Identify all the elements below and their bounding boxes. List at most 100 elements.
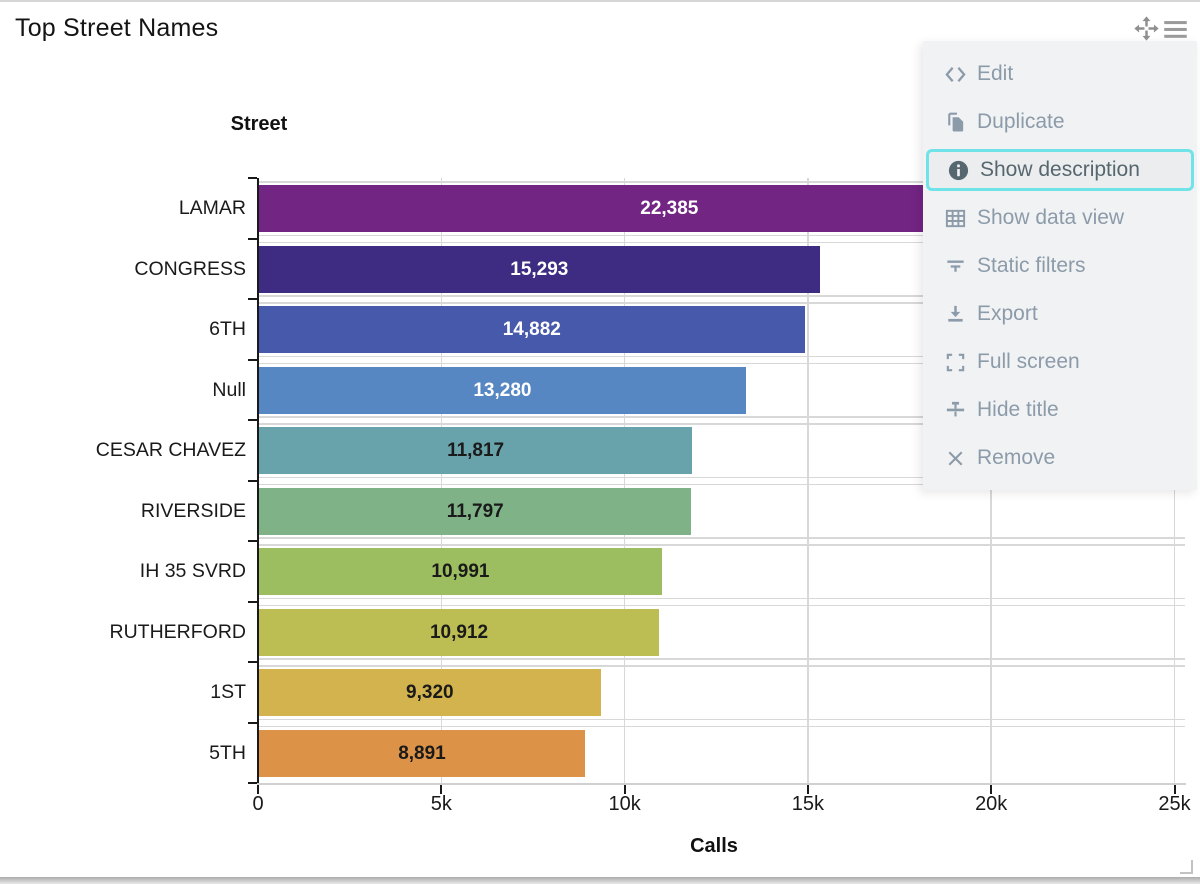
category-label: 6TH	[209, 318, 246, 340]
y-gridline	[259, 416, 1185, 418]
y-gridline	[259, 665, 1185, 667]
widget-context-menu: Edit Duplicate Show description Show data v…	[923, 41, 1197, 490]
page-title: Top Street Names	[15, 14, 219, 42]
bar-value-label: 9,320	[406, 682, 454, 703]
y-gridline	[259, 718, 1185, 720]
menu-item-full-screen[interactable]: Full screen	[923, 338, 1197, 386]
x-gridline	[440, 178, 443, 784]
bar-cesar-chavez[interactable]	[259, 427, 693, 474]
y-axis-tick	[248, 237, 257, 240]
bar-value-label: 10,912	[429, 621, 489, 643]
y-axis-tick	[248, 721, 257, 724]
menu-item-static-filters[interactable]: Static filters	[923, 242, 1197, 290]
duplicate-icon	[943, 110, 968, 134]
x-tick-label: 15k	[791, 793, 825, 815]
menu-item-show-description[interactable]: Show description	[926, 149, 1194, 191]
menu-item-label: Edit	[977, 62, 1014, 85]
y-gridline	[259, 181, 1185, 183]
category-label: 5TH	[209, 741, 246, 764]
bar-null[interactable]	[259, 366, 746, 414]
bar-value-label: 11,797	[446, 500, 504, 522]
menu-item-label: Duplicate	[977, 110, 1065, 133]
x-tick-label: 10k	[608, 793, 641, 815]
y-axis-tick	[248, 298, 257, 300]
x-tick-label: 25k	[1158, 793, 1191, 815]
category-label: CONGRESS	[134, 257, 246, 280]
y-gridline	[259, 355, 1185, 357]
y-axis-tick	[248, 540, 257, 542]
y-gridline	[259, 295, 1185, 297]
y-axis-tick	[248, 358, 257, 361]
resize-corner-icon[interactable]	[1178, 859, 1194, 875]
y-axis-tick	[248, 782, 257, 784]
bar-ih-35-svrd[interactable]	[259, 548, 662, 595]
bar-value-label: 22,385	[640, 198, 699, 219]
x-axis-title: Calls	[690, 835, 738, 857]
bar-1st[interactable]	[259, 669, 601, 716]
y-axis-tick	[248, 479, 257, 482]
menu-item-label: Static filters	[977, 254, 1086, 277]
x-gridline	[623, 178, 626, 784]
bar-6th[interactable]	[259, 306, 805, 353]
category-label: CESAR CHAVEZ	[95, 439, 246, 461]
y-axis-tick	[248, 419, 257, 421]
bar-value-label: 11,817	[447, 440, 505, 461]
y-gridline	[259, 604, 1185, 606]
category-label: RUTHERFORD	[109, 620, 247, 643]
bar-value-label: 13,280	[473, 379, 532, 401]
menu-item-label: Export	[977, 302, 1038, 325]
y-gridline	[259, 725, 1185, 727]
x-tick-label: 5k	[430, 793, 452, 815]
menu-item-hide-title[interactable]: Hide title	[923, 386, 1197, 434]
bar-congress[interactable]	[259, 245, 820, 293]
menu-item-label: Show data view	[977, 206, 1125, 229]
category-label: Null	[212, 378, 246, 401]
bar-rutherford[interactable]	[259, 608, 660, 656]
bar-5th[interactable]	[259, 729, 585, 777]
menu-item-edit[interactable]: Edit	[923, 50, 1197, 98]
widget-bottom-border	[0, 877, 1200, 884]
widget-top-border	[0, 0, 1200, 2]
menu-item-duplicate[interactable]: Duplicate	[923, 98, 1197, 146]
x-axis-line	[257, 783, 1186, 785]
category-label: 1ST	[210, 681, 246, 703]
y-gridline	[259, 483, 1185, 485]
menu-item-show-data-view[interactable]: Show data view	[923, 194, 1197, 242]
move-icon[interactable]	[1133, 15, 1160, 42]
bar-riverside[interactable]	[259, 487, 692, 535]
x-tick-label: 0	[252, 793, 264, 815]
menu-item-label: Remove	[977, 446, 1056, 469]
y-axis-tick	[248, 177, 257, 179]
x-tick-label: 20k	[975, 793, 1008, 815]
x-axis-tick	[623, 785, 626, 794]
category-label: LAMAR	[178, 197, 246, 219]
close-icon	[943, 446, 968, 470]
fullscreen-icon	[943, 350, 968, 374]
y-gridline	[259, 302, 1185, 304]
y-gridline	[259, 537, 1185, 539]
table-icon	[943, 206, 968, 230]
x-axis-tick	[806, 785, 809, 794]
y-gridline	[259, 597, 1185, 599]
bar-value-label: 15,293	[510, 258, 569, 280]
filter-icon	[943, 254, 968, 278]
y-axis-tick	[248, 600, 257, 603]
hamburger-icon[interactable]	[1162, 16, 1189, 43]
bar-value-label: 10,991	[431, 561, 490, 582]
bar-value-label: 14,882	[502, 319, 561, 340]
y-axis-line	[256, 178, 259, 785]
x-axis-tick	[257, 785, 259, 794]
code-icon	[943, 62, 968, 86]
y-gridline	[259, 544, 1185, 546]
category-label: RIVERSIDE	[140, 499, 246, 522]
y-axis-tick	[248, 661, 257, 663]
y-gridline	[259, 476, 1185, 478]
menu-item-export[interactable]: Export	[923, 290, 1197, 338]
menu-item-remove[interactable]: Remove	[923, 434, 1197, 482]
x-axis-tick	[990, 785, 993, 794]
info-icon	[946, 158, 971, 182]
x-axis-tick	[440, 785, 443, 794]
y-axis-title: Street	[230, 113, 288, 135]
x-axis-tick	[1173, 785, 1176, 794]
